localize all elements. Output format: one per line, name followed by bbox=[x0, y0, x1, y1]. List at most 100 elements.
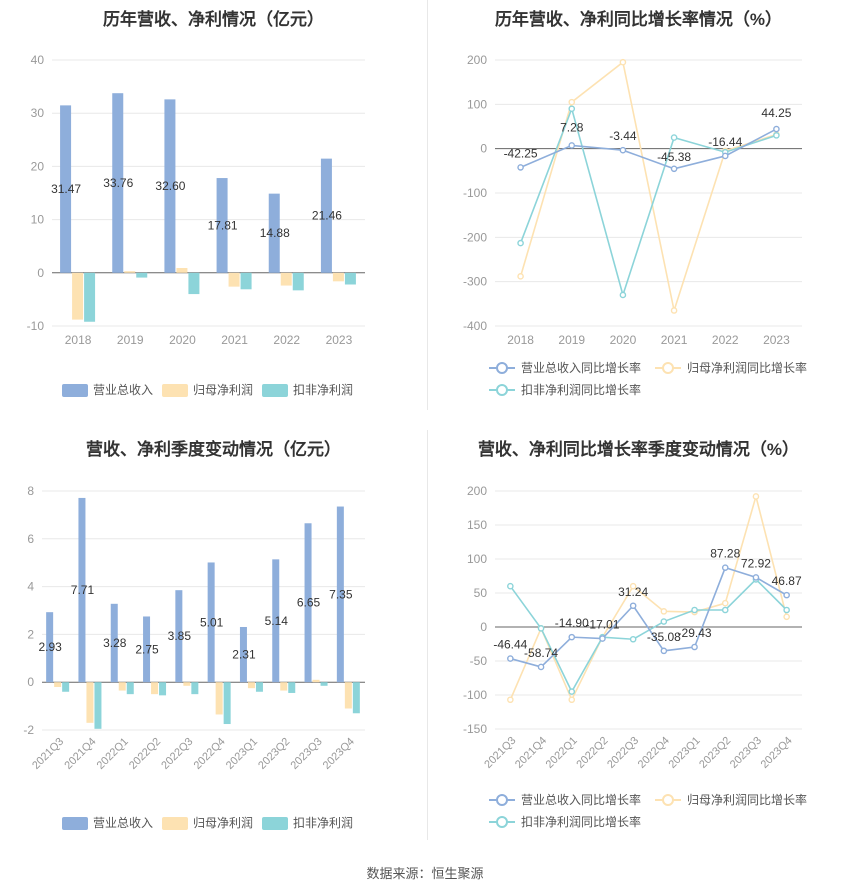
y-tick-label: -100 bbox=[463, 688, 487, 702]
x-tick-label: 2023Q2 bbox=[697, 735, 733, 771]
y-tick-label: 50 bbox=[474, 586, 488, 600]
x-tick-label: 2021 bbox=[221, 333, 248, 347]
data-label: -16.44 bbox=[708, 135, 742, 149]
x-tick-label: 2022 bbox=[273, 333, 300, 347]
bar bbox=[159, 682, 167, 696]
quarterly-bar-chart: -2024682021Q32021Q42022Q12022Q22022Q3202… bbox=[23, 484, 365, 830]
bar bbox=[191, 682, 199, 695]
data-point bbox=[619, 146, 627, 154]
data-point bbox=[568, 142, 576, 149]
bar bbox=[126, 682, 134, 695]
bar bbox=[84, 272, 96, 322]
data-point bbox=[537, 663, 545, 671]
bar bbox=[112, 93, 124, 273]
y-tick-label: 0 bbox=[27, 675, 34, 689]
y-tick-label: 100 bbox=[467, 97, 487, 111]
bar bbox=[124, 271, 136, 273]
bar bbox=[110, 603, 118, 683]
bar bbox=[240, 272, 252, 290]
legend-marker-icon bbox=[496, 794, 508, 806]
data-point bbox=[507, 582, 514, 590]
x-tick-label: 2023 bbox=[326, 333, 353, 347]
chart-title: 历年营收、净利情况（亿元） bbox=[103, 10, 324, 29]
y-tick-label: -400 bbox=[463, 319, 487, 333]
x-tick-label: 2023Q4 bbox=[759, 735, 795, 771]
x-tick-label: 2018 bbox=[65, 333, 92, 347]
bar bbox=[136, 272, 148, 278]
data-label: 72.92 bbox=[741, 556, 771, 570]
data-label: 33.76 bbox=[103, 176, 133, 190]
bar bbox=[239, 626, 247, 683]
y-tick-label: -10 bbox=[27, 319, 45, 333]
bar bbox=[352, 682, 360, 714]
x-tick-label: 2023Q2 bbox=[256, 736, 292, 772]
data-point bbox=[629, 582, 637, 590]
data-point bbox=[670, 307, 678, 314]
bar bbox=[54, 682, 62, 687]
bar bbox=[215, 682, 223, 715]
bar bbox=[223, 682, 231, 725]
x-tick-label: 2021Q4 bbox=[62, 736, 98, 772]
data-source: 数据来源：恒生聚源 bbox=[366, 866, 484, 881]
data-label: 7.28 bbox=[560, 120, 584, 134]
bar bbox=[304, 523, 312, 683]
x-tick-label: 2021Q3 bbox=[482, 735, 518, 771]
bar bbox=[312, 679, 320, 683]
annual-growth-panel: 历年营收、净利同比增长率情况（%） -400 -300 -200 -100 0 100 20… bbox=[427, 0, 850, 410]
x-tick-label: 2022 bbox=[712, 333, 739, 347]
legend-swatch-icon bbox=[162, 817, 188, 830]
x-tick-label: 2022Q3 bbox=[159, 736, 195, 772]
bar bbox=[207, 562, 215, 683]
y-tick-label: 30 bbox=[31, 106, 45, 120]
bar bbox=[60, 105, 72, 273]
bar bbox=[183, 682, 191, 686]
bar bbox=[255, 682, 263, 692]
series-line bbox=[519, 60, 777, 314]
quarterly-line-chart: -150-100-500501001502002021Q32021Q42022Q… bbox=[463, 484, 807, 829]
y-tick-label: 0 bbox=[480, 620, 487, 634]
legend-swatch-icon bbox=[62, 384, 88, 397]
data-point bbox=[537, 625, 545, 632]
data-label: -29.43 bbox=[678, 626, 712, 640]
x-tick-label: 2022Q4 bbox=[636, 735, 672, 771]
data-point bbox=[691, 606, 698, 614]
bar bbox=[336, 506, 344, 683]
legend-marker-icon bbox=[496, 816, 508, 828]
y-tick-label: 40 bbox=[31, 53, 45, 67]
legend-label: 归母净利润同比增长率 bbox=[687, 792, 807, 807]
legend-swatch-icon bbox=[62, 817, 88, 830]
y-tick-label: -150 bbox=[463, 722, 487, 736]
x-tick-label: 2022Q3 bbox=[605, 735, 641, 771]
legend-label: 归母净利润同比增长率 bbox=[687, 360, 807, 375]
bar bbox=[344, 682, 352, 709]
data-label: -17.01 bbox=[585, 618, 619, 632]
y-tick-label: -50 bbox=[470, 654, 488, 668]
x-tick-label: 2020 bbox=[169, 333, 196, 347]
data-label: 5.01 bbox=[200, 615, 224, 629]
data-point bbox=[507, 696, 514, 704]
data-label: 17.81 bbox=[208, 218, 238, 232]
annual-revenue-profit-panel: 历年营收、净利情况（亿元） -10 0 10 20 30 40 2018 2019 2020 20… bbox=[0, 0, 427, 410]
data-point bbox=[721, 599, 729, 607]
data-point bbox=[568, 696, 576, 704]
bar bbox=[62, 682, 70, 692]
data-label: 3.28 bbox=[103, 636, 127, 650]
quarterly-growth-panel: 营收、净利同比增长率季度变动情况（%） -150 -100 -50 0 50 100 150… bbox=[427, 430, 850, 850]
y-tick-label: 0 bbox=[37, 266, 44, 280]
x-tick-label: 2019 bbox=[558, 333, 585, 347]
data-label: 3.85 bbox=[168, 629, 192, 643]
x-tick-label: 2020 bbox=[610, 333, 637, 347]
bar bbox=[320, 158, 332, 273]
legend-label: 扣非净利润 bbox=[293, 816, 353, 830]
data-label: -3.44 bbox=[609, 129, 637, 143]
x-tick-label: 2022Q1 bbox=[544, 735, 580, 771]
data-label: 7.71 bbox=[71, 583, 95, 597]
y-tick-label: 10 bbox=[31, 213, 45, 227]
y-tick-label: 100 bbox=[467, 552, 487, 566]
series-line bbox=[510, 566, 788, 668]
x-tick-label: 2023Q4 bbox=[321, 736, 357, 772]
x-tick-label: 2023Q3 bbox=[728, 735, 764, 771]
series-line bbox=[519, 106, 777, 298]
bar bbox=[72, 272, 84, 320]
y-tick-label: -2 bbox=[23, 723, 34, 737]
